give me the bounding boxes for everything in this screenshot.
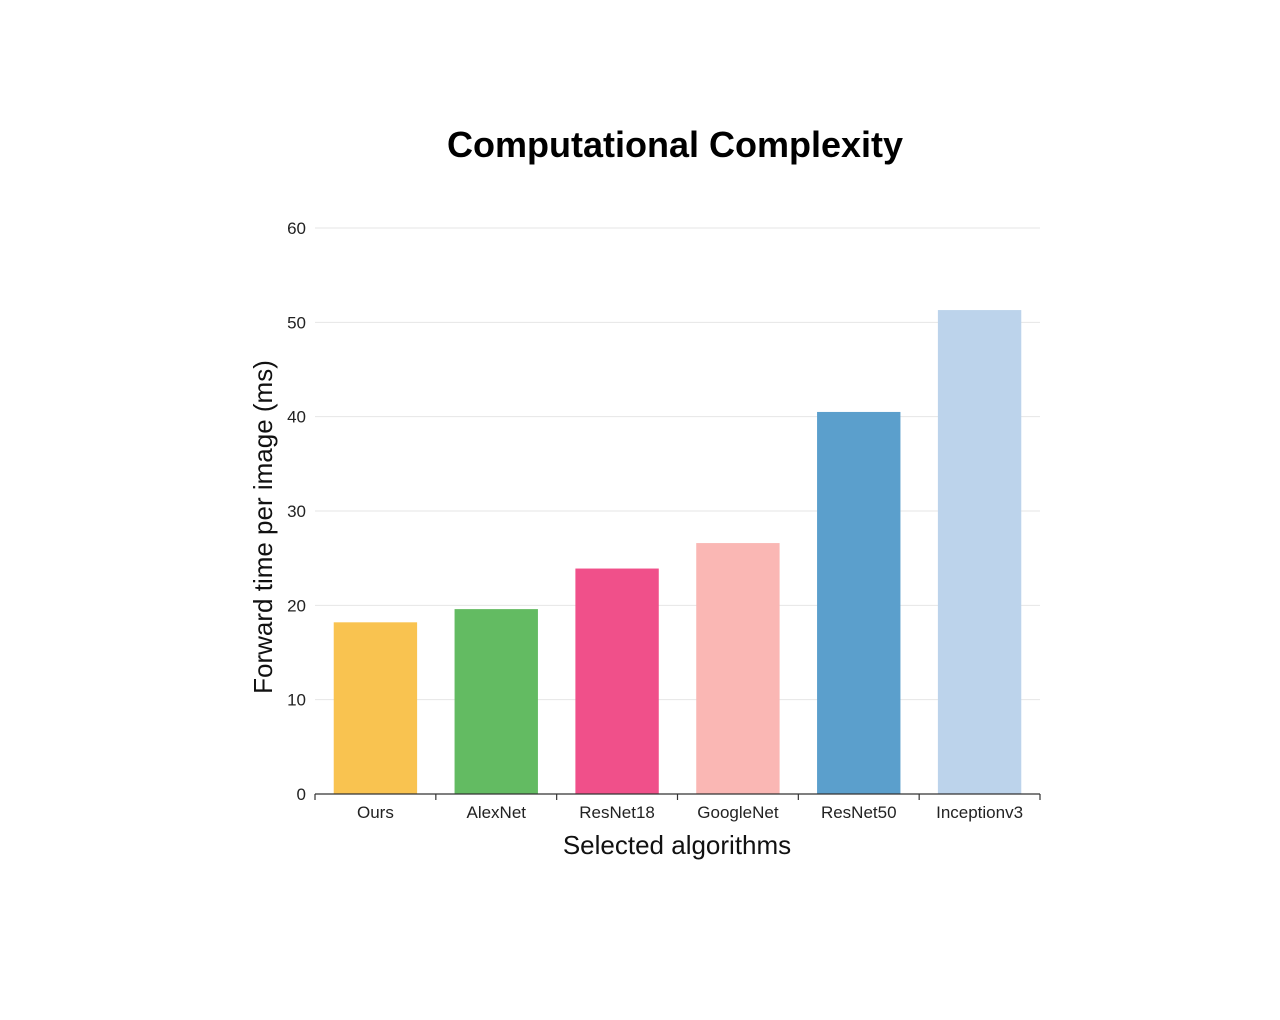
y-tick-labels: 0 10 20 30 40 50 60 [287,219,306,804]
x-tick-label: AlexNet [466,803,526,822]
bar-resnet18 [575,568,659,794]
gridlines [315,227,1040,701]
bar-googlenet [696,543,780,794]
y-tick-label: 30 [287,502,306,521]
bar-alexnet [454,609,538,794]
x-tick-label: GoogleNet [697,803,779,822]
chart-title: Computational Complexity [447,124,903,165]
axes [314,793,1041,800]
y-tick-label: 20 [287,596,306,615]
y-tick-label: 10 [287,691,306,710]
y-axis-label: Forward time per image (ms) [248,360,278,694]
y-tick-label: 50 [287,313,306,332]
x-axis-label: Selected algorithms [563,830,791,860]
bars [333,310,1022,794]
x-tick-label: ResNet18 [579,803,655,822]
y-tick-label: 60 [287,219,306,238]
bar-resnet50 [817,411,901,794]
x-tick-label: ResNet50 [821,803,897,822]
x-tick-label: Inceptionv3 [936,803,1023,822]
y-tick-label: 40 [287,408,306,427]
y-tick-label: 0 [297,785,306,804]
x-tick-label: Ours [357,803,394,822]
bar-inceptionv3 [937,310,1022,794]
bar-ours [333,622,418,794]
x-tick-labels: Ours AlexNet ResNet18 GoogleNet ResNet50 Ince… [357,803,1023,822]
